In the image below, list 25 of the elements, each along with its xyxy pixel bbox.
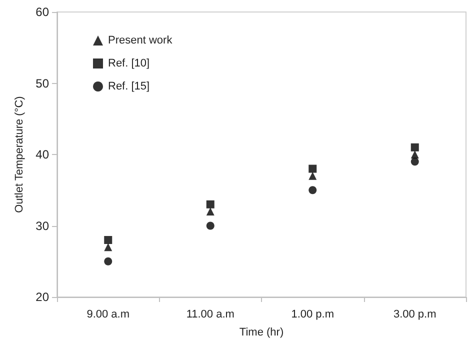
x-tick-label: 3.00 p.m [393,308,436,320]
legend-label: Ref. [10] [108,58,150,70]
y-tick-label: 60 [36,5,50,19]
x-tick-label: 11.00 a.m [186,308,234,320]
point [308,164,317,173]
point [308,186,317,194]
x-tick-label: 1.00 p.m [291,308,334,320]
x-tick-label: 9.00 a.m [86,308,130,320]
y-tick-label: 40 [36,148,50,162]
y-tick-label: 50 [36,76,50,90]
point [308,172,317,180]
y-tick-label: 30 [36,218,50,233]
legend-label: Present work [108,34,173,46]
point [206,208,214,216]
y-axis-title: Outlet Temperature (°C) [13,96,26,213]
y-tick-label: 20 [36,290,50,304]
point [104,257,112,266]
point [410,158,419,166]
point [410,143,419,152]
point [104,243,112,252]
point [104,236,112,244]
x-axis-title: Time (hr) [239,326,284,338]
point [206,222,214,230]
point [206,200,214,208]
legend-label: Ref. [15] [108,80,150,92]
